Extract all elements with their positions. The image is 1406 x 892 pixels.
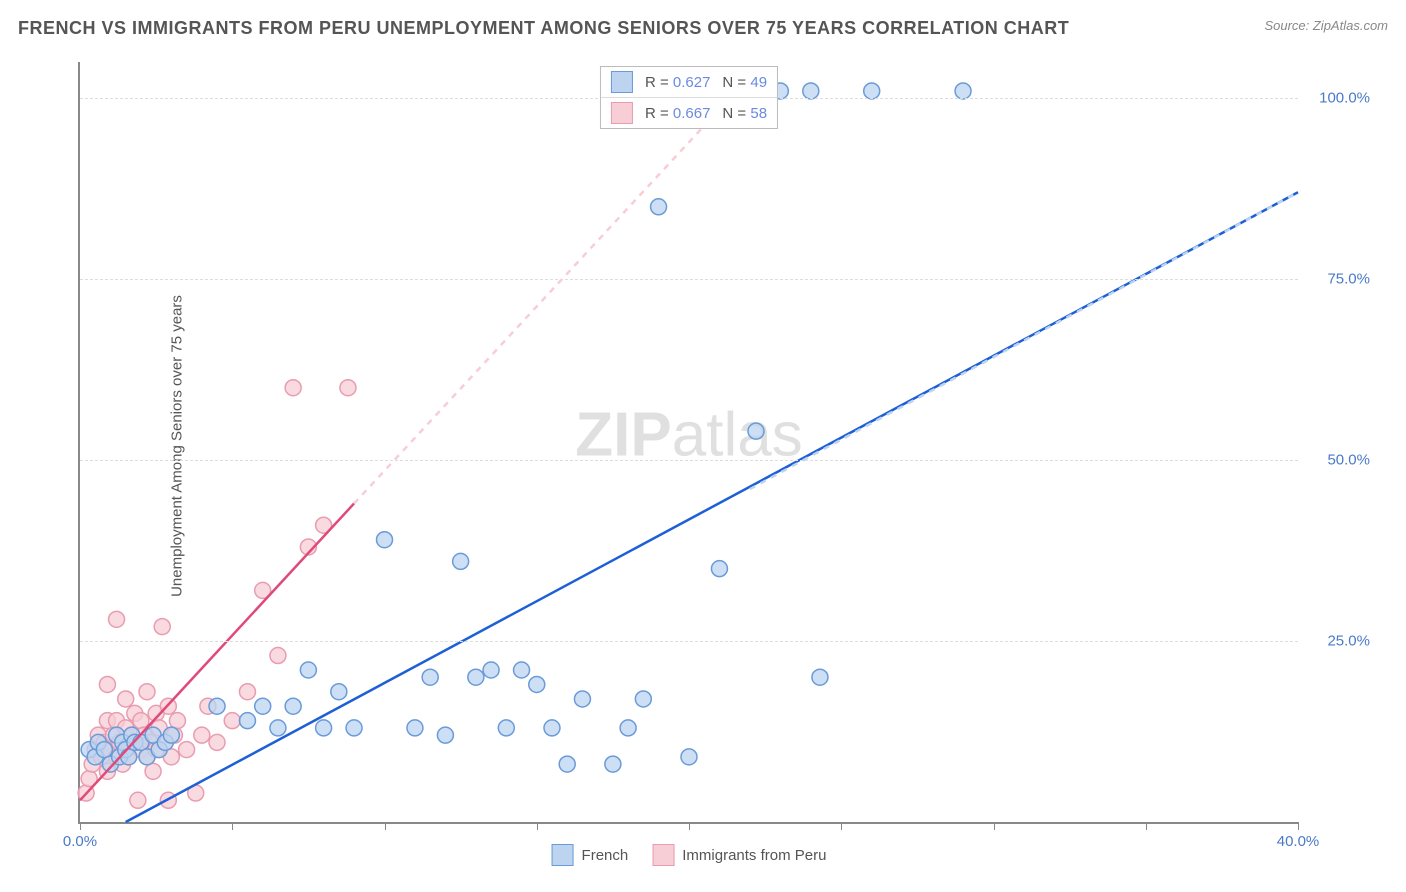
scatter-point-french bbox=[605, 756, 621, 772]
scatter-point-french bbox=[209, 698, 225, 714]
scatter-point-french bbox=[163, 727, 179, 743]
swatch-peru bbox=[611, 102, 633, 124]
scatter-point-french bbox=[651, 199, 667, 215]
correlation-legend: R = 0.627 N = 49 R = 0.667 N = 58 bbox=[600, 66, 778, 129]
scatter-point-french bbox=[331, 684, 347, 700]
scatter-point-french bbox=[300, 662, 316, 678]
scatter-point-peru bbox=[340, 380, 356, 396]
scatter-point-french bbox=[559, 756, 575, 772]
correlation-legend-row-peru: R = 0.667 N = 58 bbox=[601, 97, 777, 128]
plot-area: ZIPatlas R = 0.627 N = 49 R = 0.667 N = … bbox=[78, 62, 1298, 824]
scatter-point-french bbox=[620, 720, 636, 736]
source-label: Source: ZipAtlas.com bbox=[1264, 18, 1388, 33]
x-tick bbox=[689, 822, 690, 830]
scatter-point-french bbox=[346, 720, 362, 736]
scatter-point-french bbox=[377, 532, 393, 548]
correlation-legend-row-french: R = 0.627 N = 49 bbox=[601, 67, 777, 97]
series-legend: French Immigrants from Peru bbox=[552, 844, 827, 866]
chart-title: FRENCH VS IMMIGRANTS FROM PERU UNEMPLOYM… bbox=[18, 18, 1388, 39]
stat-n-peru: N = 58 bbox=[722, 105, 767, 122]
chart-container: FRENCH VS IMMIGRANTS FROM PERU UNEMPLOYM… bbox=[18, 18, 1388, 874]
scatter-point-peru bbox=[154, 619, 170, 635]
scatter-point-french bbox=[544, 720, 560, 736]
scatter-point-french bbox=[483, 662, 499, 678]
series-legend-peru: Immigrants from Peru bbox=[652, 844, 826, 866]
y-tick-label: 75.0% bbox=[1327, 271, 1370, 288]
scatter-point-french bbox=[437, 727, 453, 743]
scatter-point-french bbox=[285, 698, 301, 714]
scatter-point-french bbox=[803, 83, 819, 99]
scatter-point-french bbox=[955, 83, 971, 99]
x-tick bbox=[232, 822, 233, 830]
scatter-point-french bbox=[453, 553, 469, 569]
swatch-french bbox=[611, 71, 633, 93]
scatter-point-french bbox=[812, 669, 828, 685]
scatter-point-french bbox=[239, 713, 255, 729]
x-tick bbox=[841, 822, 842, 830]
scatter-point-peru bbox=[285, 380, 301, 396]
scatter-point-peru bbox=[224, 713, 240, 729]
scatter-point-peru bbox=[179, 742, 195, 758]
gridline bbox=[80, 641, 1298, 642]
scatter-point-peru bbox=[239, 684, 255, 700]
x-tick bbox=[80, 822, 81, 830]
scatter-point-peru bbox=[169, 713, 185, 729]
x-tick bbox=[537, 822, 538, 830]
scatter-point-peru bbox=[118, 691, 134, 707]
scatter-point-peru bbox=[145, 763, 161, 779]
scatter-point-peru bbox=[270, 648, 286, 664]
swatch-peru-bottom bbox=[652, 844, 674, 866]
x-tick bbox=[1298, 822, 1299, 830]
scatter-point-french bbox=[864, 83, 880, 99]
scatter-point-peru bbox=[99, 676, 115, 692]
scatter-point-french bbox=[574, 691, 590, 707]
scatter-point-peru bbox=[109, 611, 125, 627]
scatter-point-peru bbox=[139, 684, 155, 700]
x-tick bbox=[385, 822, 386, 830]
x-tick-label: 0.0% bbox=[63, 833, 97, 850]
scatter-point-french bbox=[748, 423, 764, 439]
scatter-point-peru bbox=[194, 727, 210, 743]
y-tick-label: 50.0% bbox=[1327, 452, 1370, 469]
y-tick-label: 25.0% bbox=[1327, 633, 1370, 650]
y-tick-label: 100.0% bbox=[1319, 90, 1370, 107]
scatter-point-french bbox=[422, 669, 438, 685]
scatter-point-french bbox=[468, 669, 484, 685]
scatter-point-french bbox=[681, 749, 697, 765]
gridline bbox=[80, 279, 1298, 280]
gridline bbox=[80, 460, 1298, 461]
scatter-point-french bbox=[316, 720, 332, 736]
series-legend-french: French bbox=[552, 844, 629, 866]
stat-r-peru: R = 0.667 bbox=[645, 105, 710, 122]
x-tick bbox=[994, 822, 995, 830]
scatter-point-french bbox=[255, 698, 271, 714]
scatter-point-french bbox=[96, 742, 112, 758]
scatter-point-french bbox=[498, 720, 514, 736]
plot-svg bbox=[80, 62, 1298, 822]
scatter-point-french bbox=[514, 662, 530, 678]
scatter-point-french bbox=[711, 561, 727, 577]
x-tick-label: 40.0% bbox=[1277, 833, 1320, 850]
scatter-point-french bbox=[635, 691, 651, 707]
scatter-point-french bbox=[529, 676, 545, 692]
scatter-point-peru bbox=[209, 734, 225, 750]
scatter-point-french bbox=[121, 749, 137, 765]
x-tick bbox=[1146, 822, 1147, 830]
stat-r-french: R = 0.627 bbox=[645, 74, 710, 91]
scatter-point-french bbox=[407, 720, 423, 736]
scatter-point-french bbox=[270, 720, 286, 736]
swatch-french-bottom bbox=[552, 844, 574, 866]
scatter-point-peru bbox=[133, 713, 149, 729]
series-label-peru: Immigrants from Peru bbox=[682, 847, 826, 864]
series-label-french: French bbox=[582, 847, 629, 864]
stat-n-french: N = 49 bbox=[722, 74, 767, 91]
scatter-point-peru bbox=[130, 792, 146, 808]
